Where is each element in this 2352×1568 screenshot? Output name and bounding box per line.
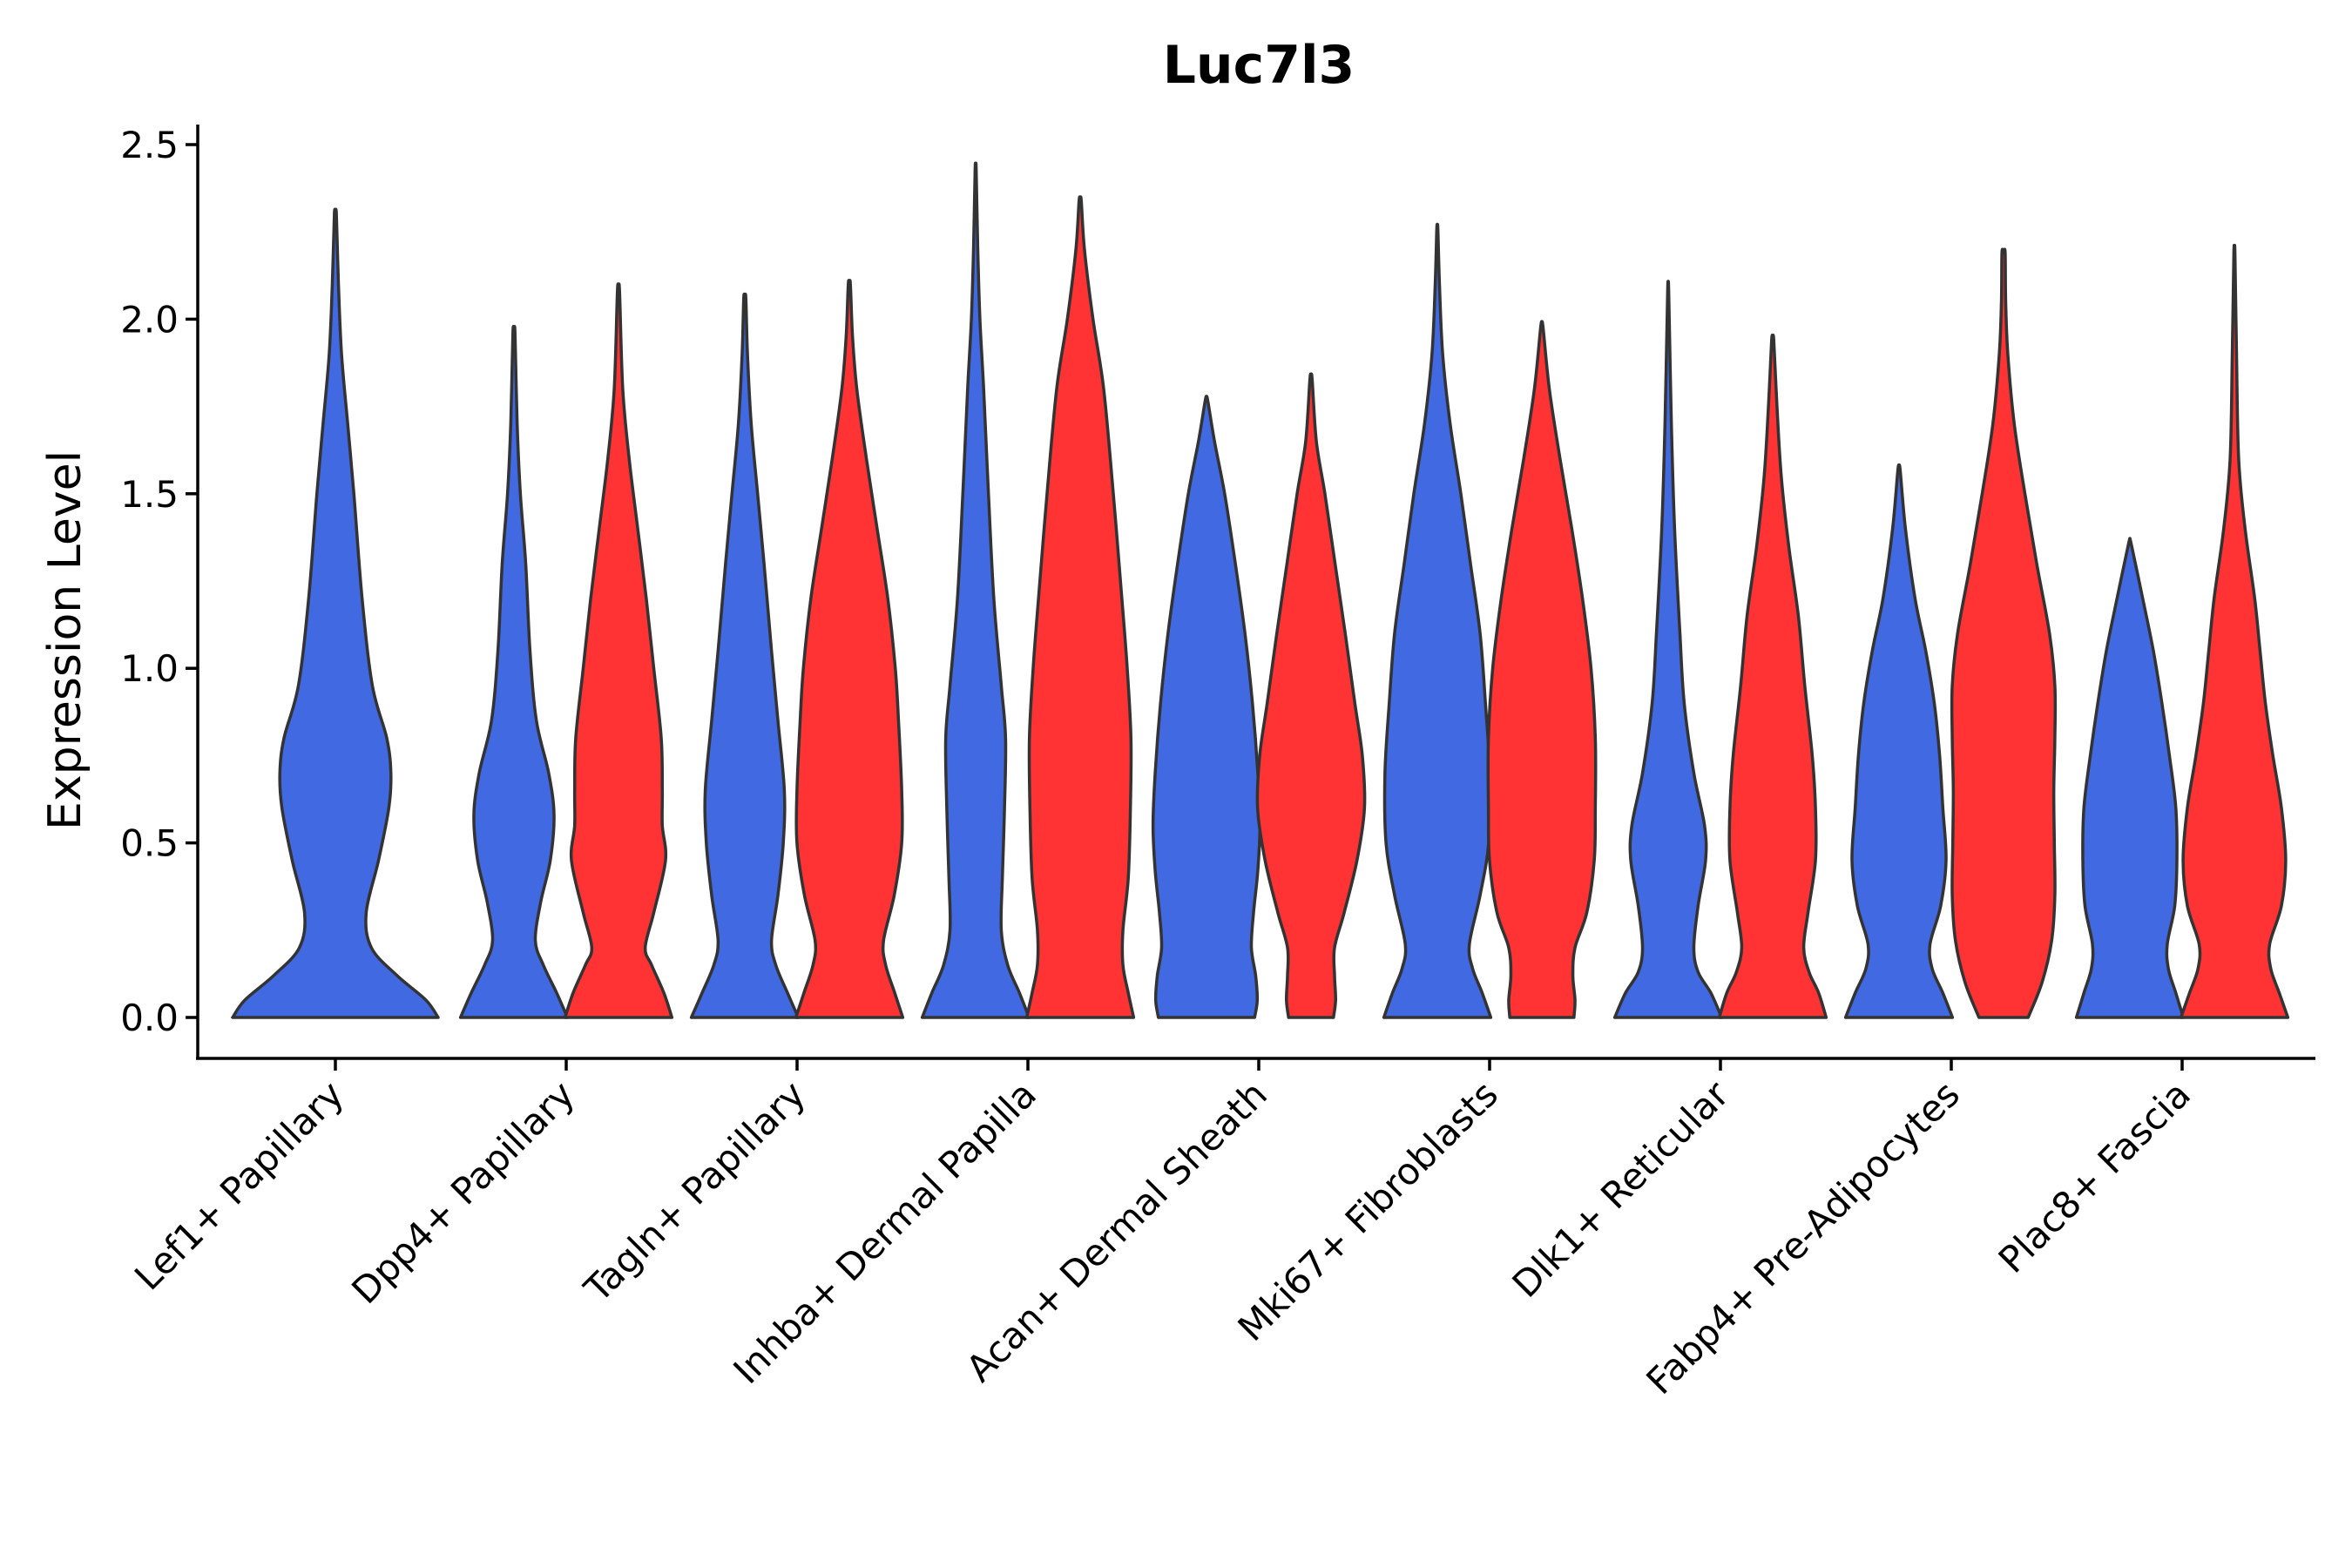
y-tick-label: 1.5 (120, 473, 179, 516)
y-tick-label: 0.0 (120, 997, 179, 1039)
y-tick-label: 1.0 (120, 647, 179, 690)
violin-group2 (794, 279, 905, 1019)
violin-group1 (2074, 537, 2186, 1019)
violin-group2 (1255, 372, 1367, 1019)
y-tick-label: 0.5 (120, 822, 179, 865)
violin-group1 (1382, 222, 1493, 1019)
x-tick-label: Dlk1+ Reticular (1504, 1072, 1738, 1306)
violin-group2 (1717, 334, 1828, 1019)
violin-group1 (689, 292, 801, 1019)
x-tick-label: Dpp4+ Papillary (343, 1072, 583, 1312)
violin-group2 (1950, 247, 2058, 1019)
violin-group2 (2179, 243, 2290, 1019)
y-axis-label: Expression Level (39, 450, 91, 830)
violin-group (231, 161, 2290, 1019)
violin-group1 (920, 161, 1031, 1019)
y-axis-ticks: 0.0 0.5 1.0 1.5 2.0 2.5 (120, 124, 198, 1039)
violin-group1 (1843, 463, 1955, 1019)
violin-group2 (1024, 195, 1136, 1019)
x-tick-label: Tagln+ Papillary (576, 1072, 814, 1310)
y-tick-label: 2.5 (120, 124, 179, 166)
violin-group2 (1486, 320, 1598, 1019)
x-tick-label: Lef1+ Papillary (126, 1072, 352, 1298)
violin-group1 (231, 207, 440, 1019)
violin-group1 (458, 325, 570, 1019)
violin-group1 (1612, 280, 1724, 1019)
x-tick-label: Mki67+ Fibroblasts (1230, 1072, 1506, 1348)
chart-title: Luc7l3 (1163, 35, 1355, 96)
violin-group2 (563, 282, 674, 1019)
y-tick-label: 2.0 (120, 298, 179, 341)
x-tick-label: Plac8+ Fascia (1990, 1072, 2199, 1281)
violin-group1 (1151, 395, 1262, 1019)
